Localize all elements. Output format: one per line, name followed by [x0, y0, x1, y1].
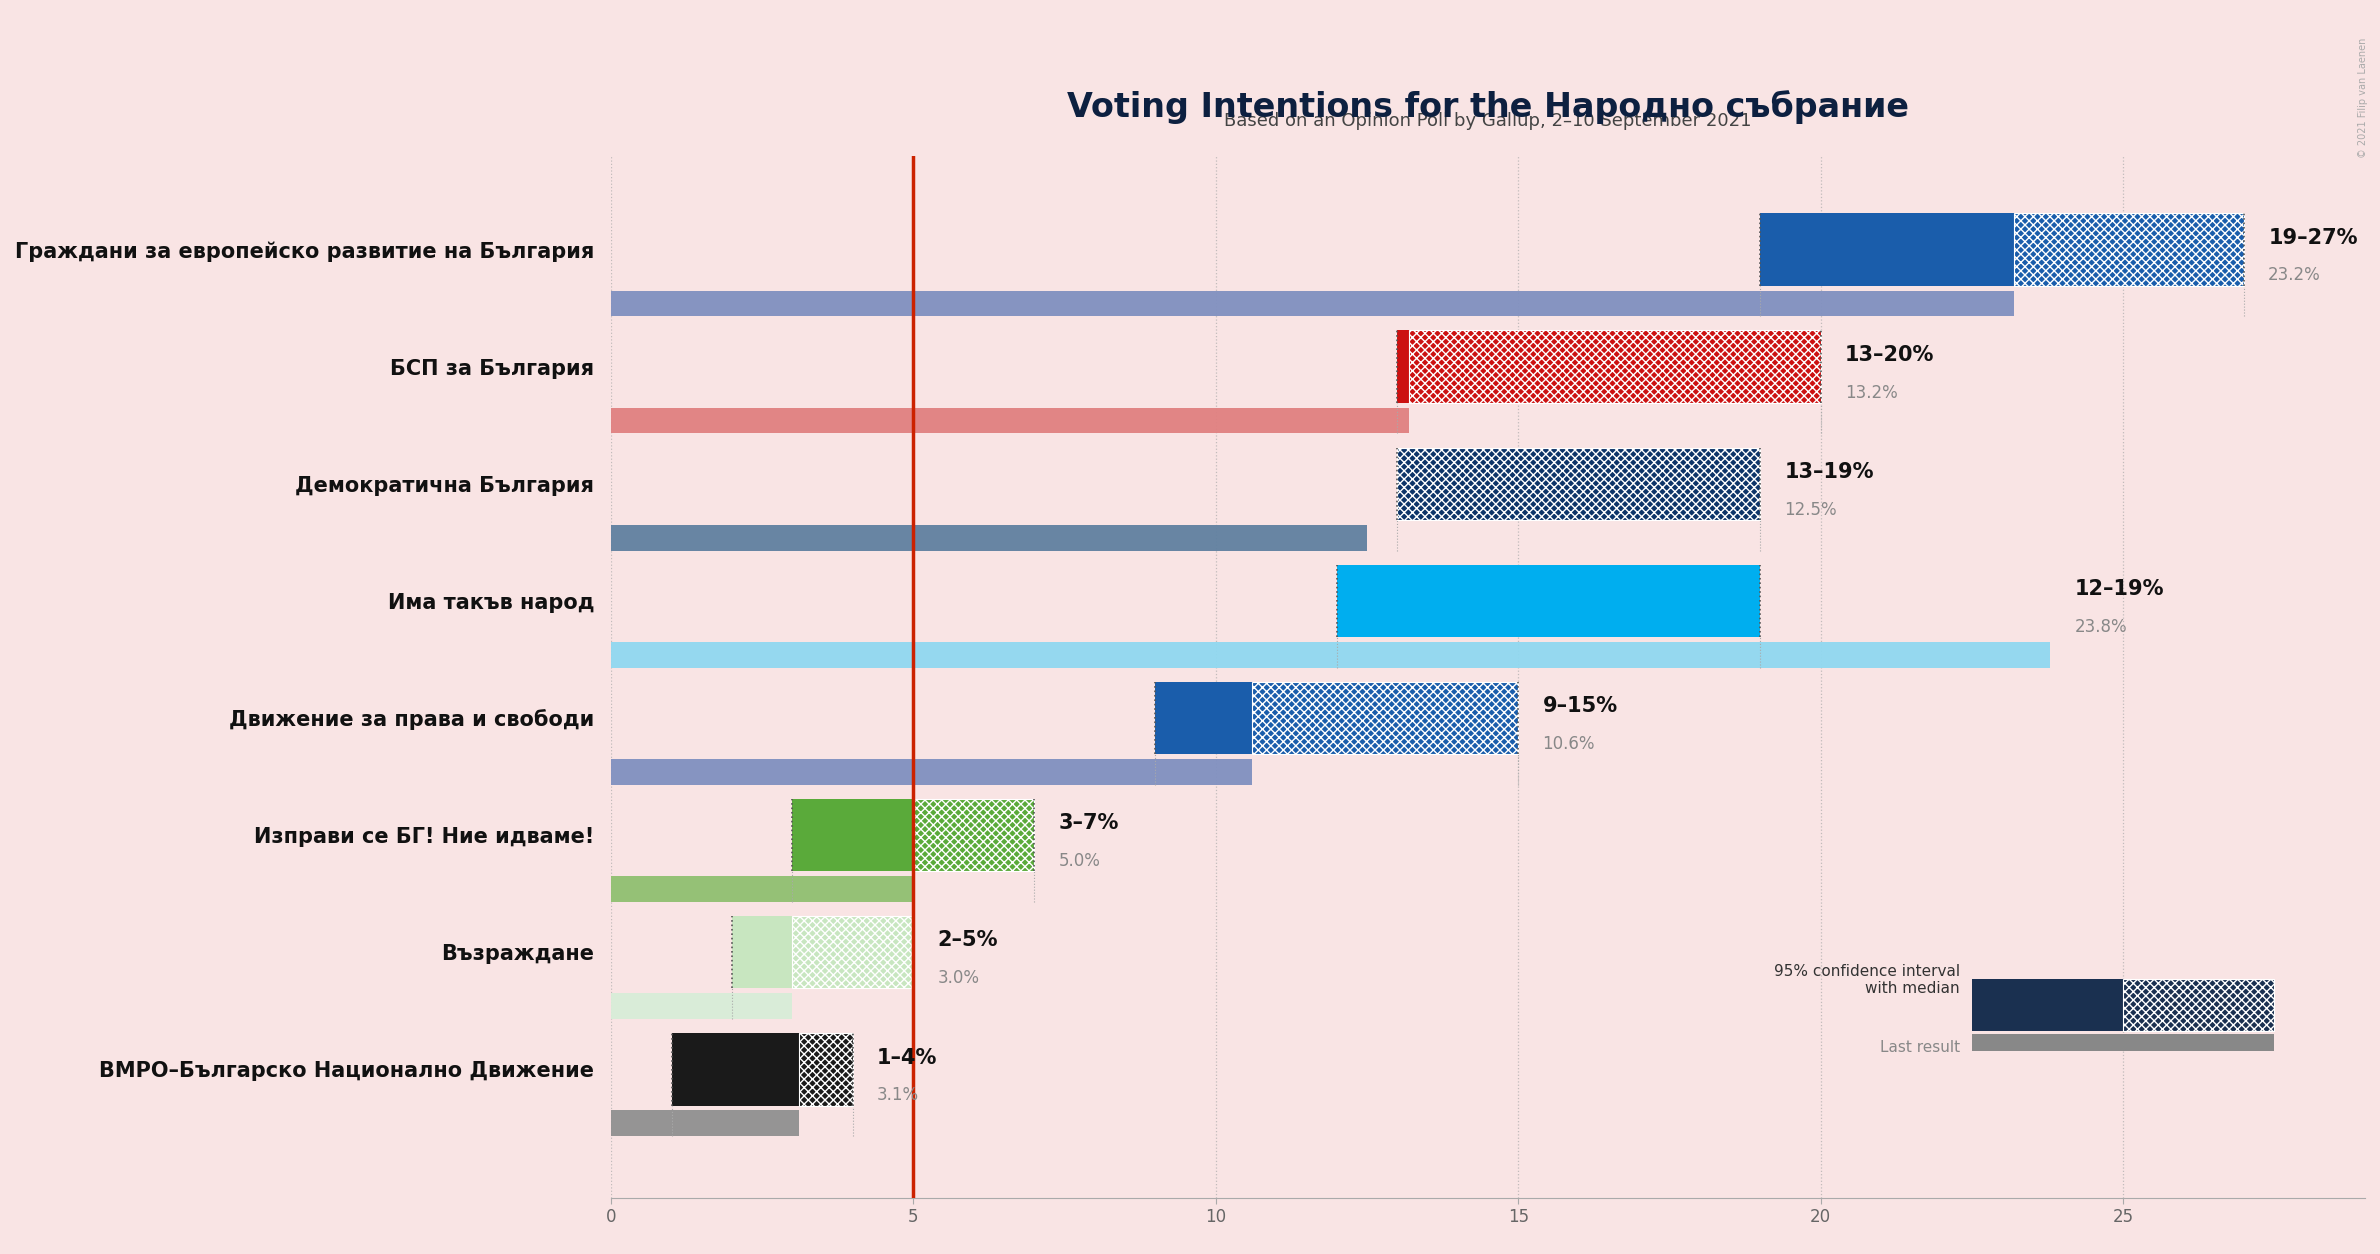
Bar: [1409, 331, 1821, 403]
Text: 3–7%: 3–7%: [1059, 814, 1119, 834]
Bar: [612, 408, 1409, 434]
Text: 13–19%: 13–19%: [1785, 463, 1873, 482]
Bar: [1154, 682, 1252, 755]
Bar: [612, 877, 914, 902]
Text: 13.2%: 13.2%: [1844, 384, 1897, 401]
Bar: [1397, 331, 1409, 403]
Bar: [2013, 213, 2244, 286]
Bar: [2123, 978, 2275, 1031]
Text: 1–4%: 1–4%: [878, 1047, 938, 1067]
Text: 2–5%: 2–5%: [938, 930, 997, 951]
Text: Last result: Last result: [1880, 1040, 1959, 1055]
Text: 95% confidence interval
with median: 95% confidence interval with median: [1773, 964, 1959, 996]
Bar: [2123, 978, 2275, 1031]
Text: 3.0%: 3.0%: [938, 969, 981, 987]
Bar: [733, 915, 793, 988]
Bar: [1397, 448, 1761, 520]
Text: 23.8%: 23.8%: [2075, 618, 2128, 636]
Bar: [1252, 682, 1518, 755]
Bar: [1397, 448, 1761, 520]
Bar: [612, 1110, 800, 1136]
Title: Voting Intentions for the Народно събрание: Voting Intentions for the Народно събран…: [1066, 90, 1909, 124]
Bar: [1338, 564, 1761, 637]
Bar: [1252, 682, 1518, 755]
Text: 13–20%: 13–20%: [1844, 345, 1935, 365]
Text: 12–19%: 12–19%: [2075, 579, 2163, 599]
Bar: [612, 642, 2052, 667]
Bar: [1761, 213, 2013, 286]
Bar: [612, 993, 793, 1020]
Bar: [612, 525, 1366, 551]
Bar: [793, 915, 914, 988]
Bar: [612, 759, 1252, 785]
Bar: [793, 915, 914, 988]
Bar: [1409, 331, 1821, 403]
Text: Based on an Opinion Poll by Gallup, 2–10 September 2021: Based on an Opinion Poll by Gallup, 2–10…: [1223, 112, 1752, 130]
Bar: [914, 799, 1035, 872]
Bar: [612, 291, 2013, 316]
Bar: [2013, 213, 2244, 286]
Bar: [914, 799, 1035, 872]
Bar: [800, 1033, 852, 1106]
Bar: [800, 1033, 852, 1106]
Bar: [1973, 978, 2123, 1031]
Text: 10.6%: 10.6%: [1542, 735, 1595, 752]
Text: 12.5%: 12.5%: [1785, 500, 1837, 519]
Text: 19–27%: 19–27%: [2268, 228, 2359, 248]
Bar: [1973, 1033, 2275, 1051]
Bar: [671, 1033, 800, 1106]
Text: 9–15%: 9–15%: [1542, 696, 1618, 716]
Text: © 2021 Filip van Laenen: © 2021 Filip van Laenen: [2359, 38, 2368, 158]
Text: 5.0%: 5.0%: [1059, 851, 1100, 870]
Bar: [793, 799, 914, 872]
Text: 23.2%: 23.2%: [2268, 266, 2320, 285]
Text: 3.1%: 3.1%: [878, 1086, 919, 1104]
